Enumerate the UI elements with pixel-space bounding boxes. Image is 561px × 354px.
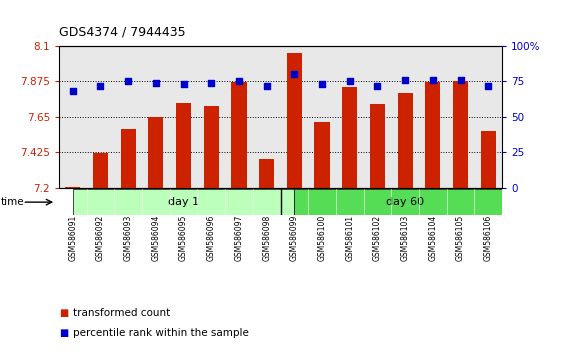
Text: time: time <box>1 197 25 207</box>
Bar <box>295 189 516 215</box>
Bar <box>314 121 330 188</box>
Bar <box>93 153 108 188</box>
Point <box>318 81 327 87</box>
Point <box>123 79 132 84</box>
Point <box>456 77 465 83</box>
Point <box>290 72 299 77</box>
Point <box>373 83 382 88</box>
Bar <box>287 53 302 188</box>
Bar <box>121 129 136 188</box>
Point <box>96 83 105 88</box>
Text: GSM586100: GSM586100 <box>318 215 327 261</box>
Point <box>68 88 77 94</box>
Bar <box>398 93 413 188</box>
Bar <box>425 82 440 188</box>
Text: GSM586098: GSM586098 <box>262 215 271 261</box>
Text: GSM586102: GSM586102 <box>373 215 382 261</box>
Text: ■: ■ <box>59 328 68 338</box>
Point <box>484 83 493 88</box>
Bar <box>148 117 163 188</box>
Point <box>401 77 410 83</box>
Bar <box>453 81 468 188</box>
Bar <box>65 187 80 188</box>
Point <box>429 77 438 83</box>
Text: GDS4374 / 7944435: GDS4374 / 7944435 <box>59 26 186 39</box>
Text: GSM586093: GSM586093 <box>123 215 132 261</box>
Point <box>179 81 188 87</box>
Bar <box>370 104 385 188</box>
Bar <box>342 87 357 188</box>
Text: GSM586099: GSM586099 <box>290 215 299 261</box>
Text: day 60: day 60 <box>386 197 424 207</box>
Text: ■: ■ <box>59 308 68 318</box>
Bar <box>231 82 247 188</box>
Text: GSM586101: GSM586101 <box>345 215 354 261</box>
Text: GSM586094: GSM586094 <box>151 215 160 261</box>
Text: GSM586105: GSM586105 <box>456 215 465 261</box>
Text: GSM586106: GSM586106 <box>484 215 493 261</box>
Text: GSM586092: GSM586092 <box>96 215 105 261</box>
Bar <box>73 189 295 215</box>
Bar <box>204 106 219 188</box>
Text: transformed count: transformed count <box>73 308 170 318</box>
Point <box>207 80 216 86</box>
Bar <box>259 159 274 188</box>
Text: GSM586091: GSM586091 <box>68 215 77 261</box>
Point <box>262 83 271 88</box>
Bar <box>481 131 496 188</box>
Text: GSM586096: GSM586096 <box>207 215 216 261</box>
Text: GSM586103: GSM586103 <box>401 215 410 261</box>
Point <box>345 79 354 84</box>
Point <box>234 79 243 84</box>
Text: day 1: day 1 <box>168 197 199 207</box>
Text: percentile rank within the sample: percentile rank within the sample <box>73 328 249 338</box>
Point <box>151 80 160 86</box>
Text: GSM586095: GSM586095 <box>179 215 188 261</box>
Text: GSM586097: GSM586097 <box>234 215 243 261</box>
Bar <box>176 103 191 188</box>
Text: GSM586104: GSM586104 <box>429 215 438 261</box>
